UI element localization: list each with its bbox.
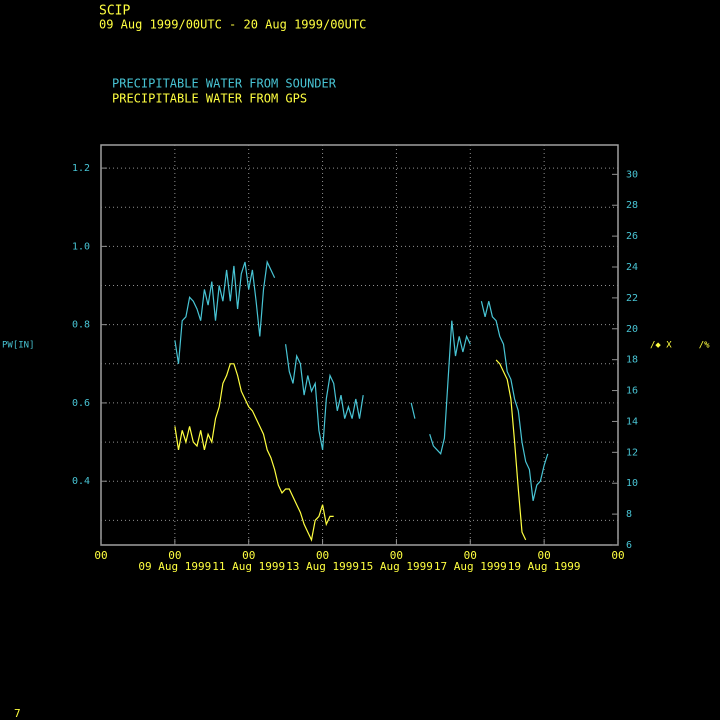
x-tick-label: 00 [316, 549, 329, 562]
y2-tick-label: 10 [626, 478, 638, 489]
y2-tick-label: 14 [626, 416, 638, 427]
x-tick-label: 00 [94, 549, 107, 562]
plot-frame [100, 144, 619, 546]
x-tick-label: 00 [611, 549, 624, 562]
y2-tick-label: 12 [626, 447, 638, 458]
y2-tick-label: 26 [626, 231, 638, 242]
x-date-label: 11 Aug 1999 [212, 560, 285, 573]
legend-entry: PRECIPITABLE WATER FROM GPS [112, 92, 307, 106]
y2-tick-label: 6 [626, 540, 632, 551]
y-axis-label: PW[IN] [2, 341, 35, 351]
x-tick-label: 00 [464, 549, 477, 562]
x-date-label: 19 Aug 1999 [508, 560, 581, 573]
x-tick-label: 00 [168, 549, 181, 562]
x-tick-label: 00 [242, 549, 255, 562]
series-line [174, 359, 527, 542]
chart-subtitle: 09 Aug 1999/00UTC - 20 Aug 1999/00UTC [99, 18, 366, 32]
y2-tick-label: 28 [626, 200, 638, 211]
chart-title: SCIP [99, 4, 130, 19]
y-tick-label: 0.8 [72, 320, 90, 331]
y2-tick-label: 8 [626, 509, 632, 520]
x-date-label: 17 Aug 1999 [434, 560, 507, 573]
y2-tick-label: 18 [626, 355, 638, 366]
footer: 7 [14, 707, 21, 720]
x-date-label: 09 Aug 1999 [138, 560, 211, 573]
y-tick-label: 0.4 [72, 476, 90, 487]
y2-axis-label: /◆ X /% [650, 341, 710, 351]
y-tick-label: 1.0 [72, 241, 90, 252]
series-line [174, 259, 549, 501]
x-date-label: 13 Aug 1999 [286, 560, 359, 573]
x-tick-label: 00 [538, 549, 551, 562]
y-tick-label: 1.2 [72, 163, 90, 174]
y-tick-label: 0.6 [72, 398, 90, 409]
y2-tick-label: 22 [626, 293, 638, 304]
y2-tick-label: 30 [626, 169, 638, 180]
legend-entry: PRECIPITABLE WATER FROM SOUNDER [112, 77, 337, 91]
x-date-label: 15 Aug 1999 [360, 560, 433, 573]
y2-tick-label: 20 [626, 324, 638, 335]
y2-tick-label: 16 [626, 386, 638, 397]
x-tick-label: 00 [390, 549, 403, 562]
y2-tick-label: 24 [626, 262, 638, 273]
